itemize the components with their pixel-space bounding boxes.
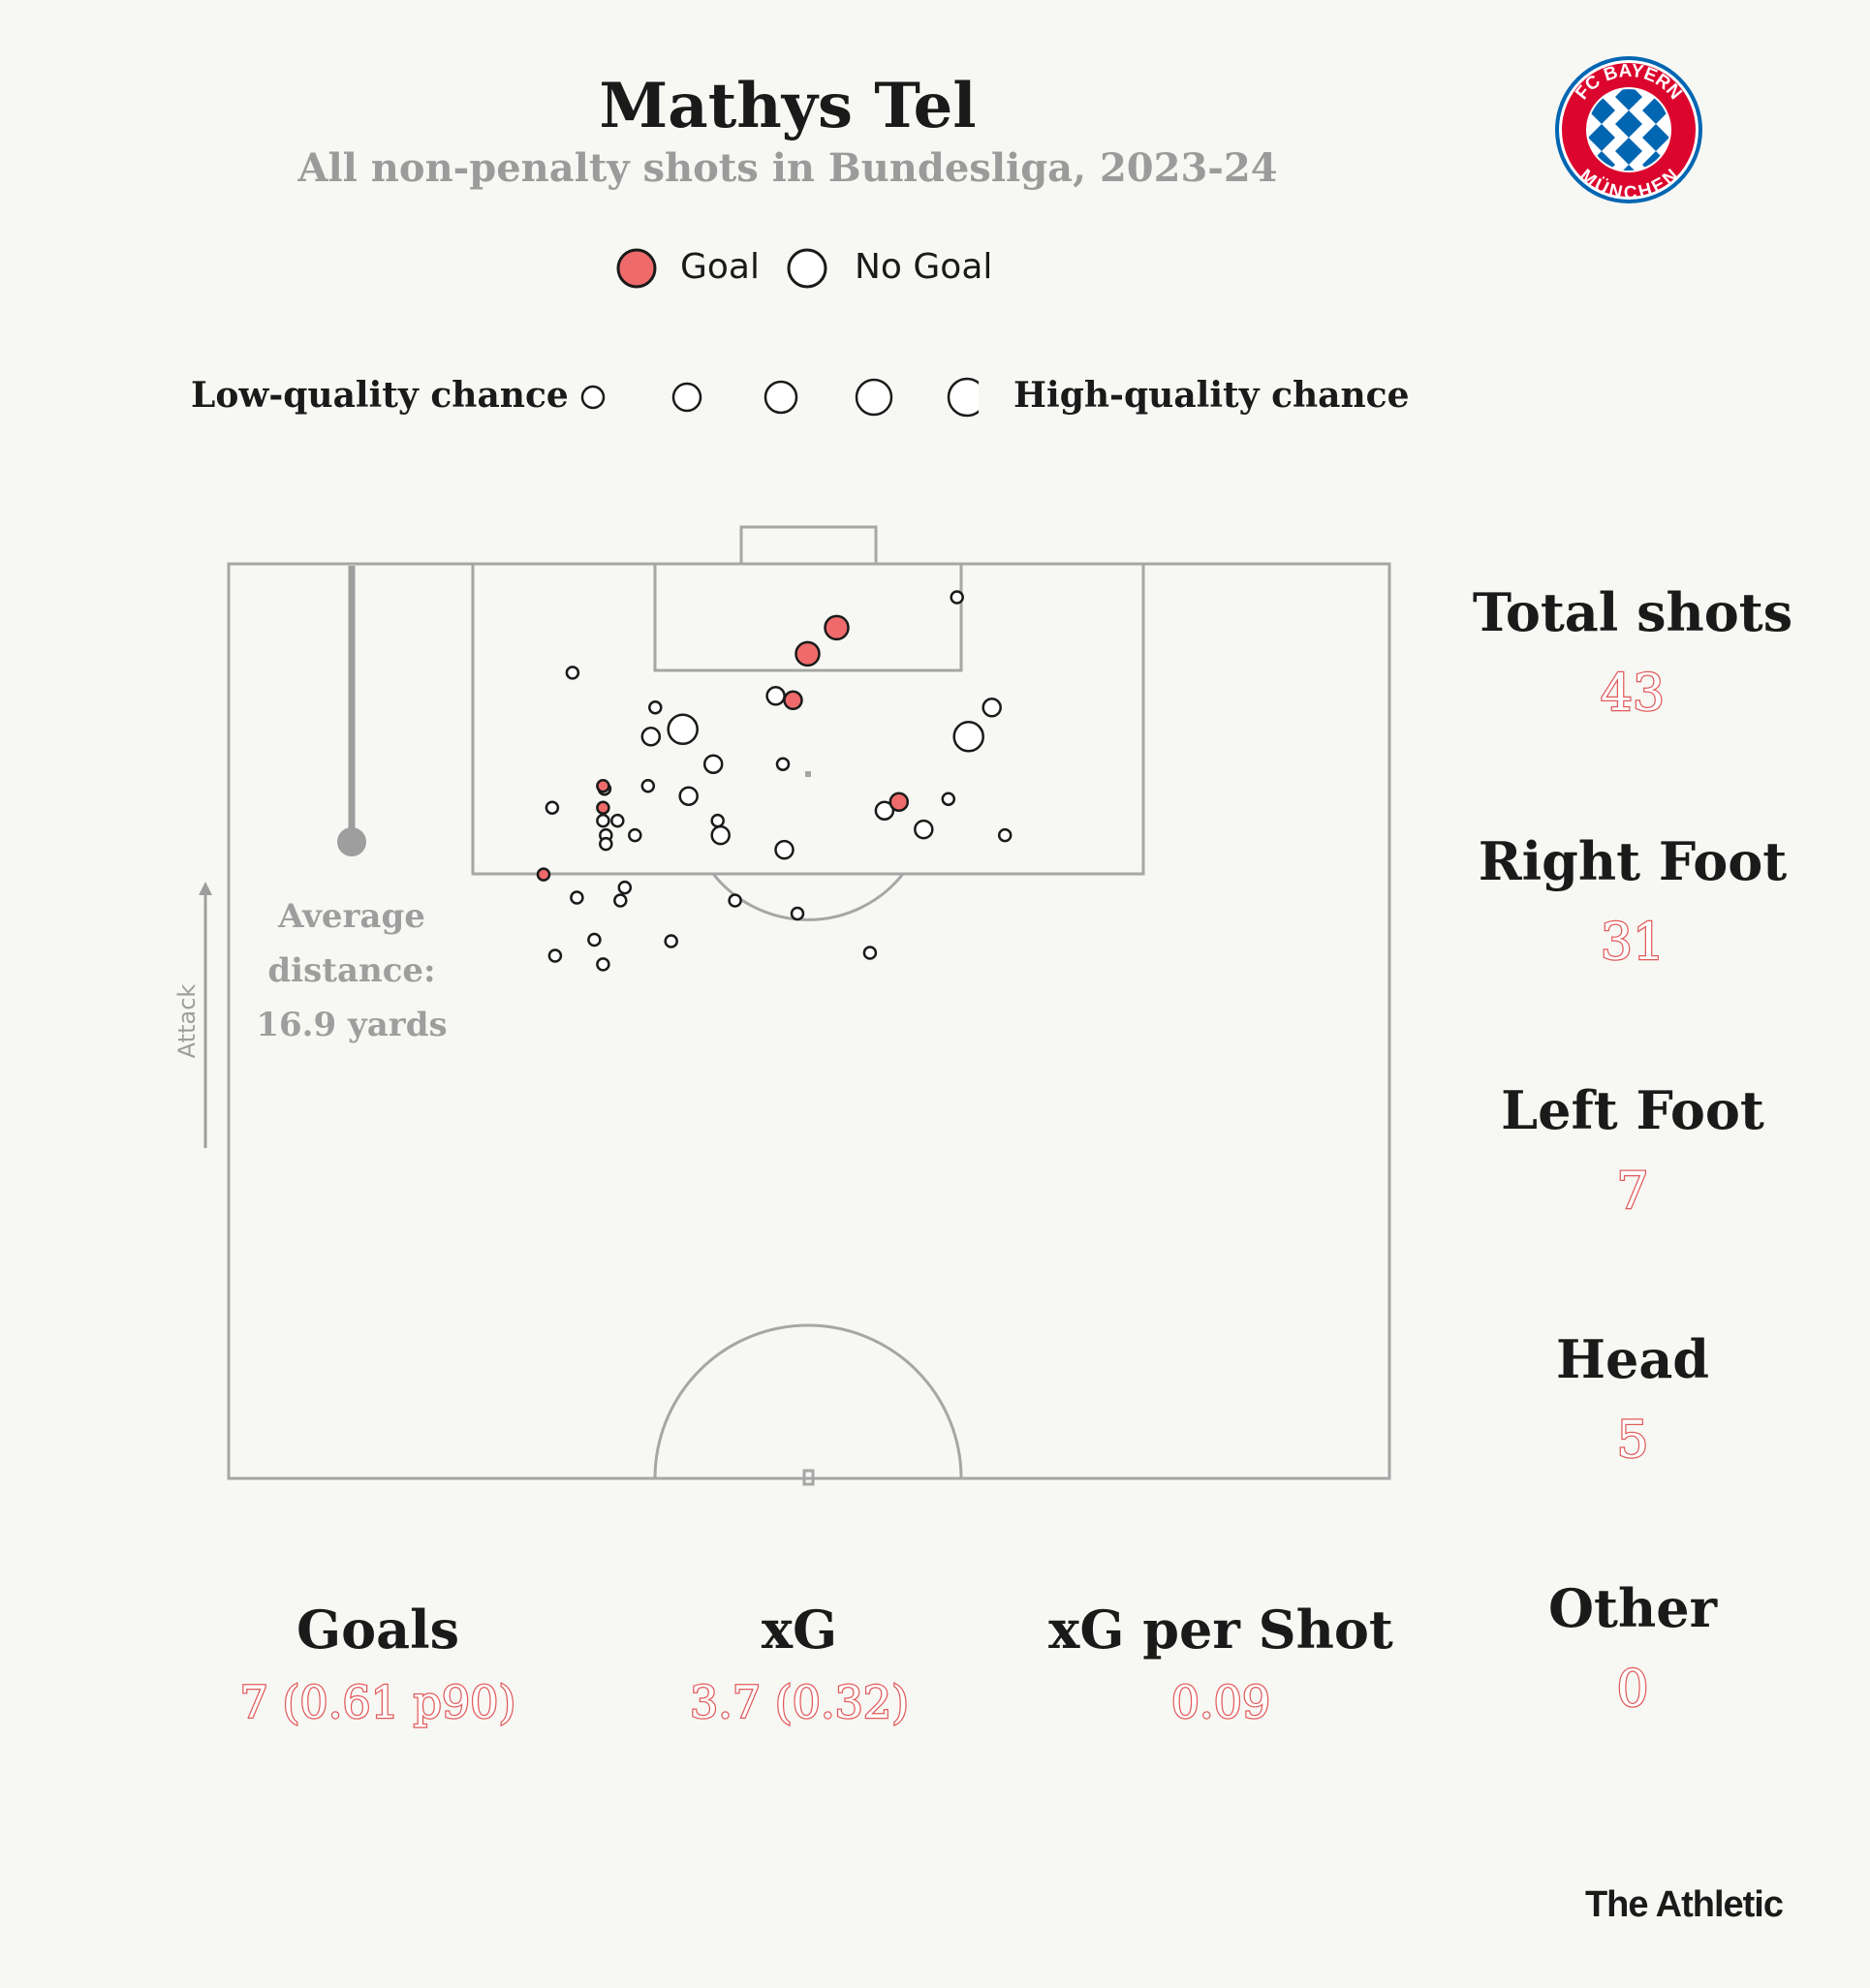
shot-no-goal-marker	[648, 700, 663, 715]
no-goal-legend-marker	[786, 247, 828, 290]
size-scale-2	[671, 382, 702, 413]
shot-no-goal-marker	[941, 792, 956, 806]
shot-no-goal-marker	[678, 786, 699, 806]
penalty-arc	[711, 873, 905, 921]
chart-title: Mathys Tel	[599, 70, 977, 142]
shot-goal-marker	[824, 614, 850, 641]
shot-no-goal-marker	[914, 819, 934, 840]
shot-no-goal-marker	[950, 590, 964, 605]
shot-no-goal-marker	[640, 727, 662, 747]
shot-no-goal-marker	[710, 824, 731, 846]
shot-goal-marker	[888, 792, 910, 812]
shot-no-goal-marker	[599, 836, 613, 852]
stat-xg-per-shot-value: 0.09	[1170, 1675, 1272, 1730]
size-scale-1	[580, 385, 606, 410]
shot-no-goal-marker	[664, 934, 678, 948]
shot-no-goal-marker	[775, 757, 791, 771]
stat-xg-per-shot-label: xG per Shot	[1048, 1599, 1393, 1661]
shot-no-goal-marker	[874, 800, 895, 821]
shot-goal-marker	[783, 690, 803, 711]
average-line-3: 16.9 yards	[256, 1006, 448, 1044]
fc-bayern-logo: FC BAYERN MÜNCHEN	[1553, 54, 1704, 205]
shot-no-goal-marker	[628, 827, 642, 843]
stat-head-label: Head	[1555, 1328, 1710, 1390]
high-quality-label: High-quality chance	[1013, 375, 1410, 416]
shot-no-goal-marker	[596, 813, 610, 828]
center-circle	[653, 1323, 963, 1479]
shot-goal-marker	[596, 778, 610, 793]
shots-layer	[536, 590, 1013, 972]
size-scale-4	[855, 378, 893, 417]
shot-no-goal-marker	[597, 781, 612, 796]
the-athletic-logo: The Athletic	[1584, 1884, 1784, 1925]
stat-goals-label: Goals	[296, 1599, 460, 1661]
goal-legend-marker	[615, 247, 658, 290]
shot-no-goal-marker	[774, 839, 795, 860]
goal	[739, 525, 878, 566]
shot-no-goal-marker	[545, 800, 560, 815]
shot-no-goal-marker	[667, 713, 699, 746]
shot-no-goal-marker	[710, 813, 725, 828]
center-spot	[802, 1469, 815, 1486]
low-quality-label: Low-quality chance	[191, 375, 569, 416]
attack-label: Attack	[173, 983, 201, 1059]
shot-no-goal-marker	[613, 893, 628, 908]
attack-arrow	[194, 882, 223, 1153]
shot-no-goal-marker	[640, 778, 656, 793]
shot-no-goal-marker	[596, 957, 610, 972]
size-scale-3	[764, 380, 798, 415]
stat-goals-value: 7 (0.61 p90)	[238, 1675, 516, 1730]
no-goal-legend-label: No Goal	[855, 247, 993, 287]
shot-no-goal-marker	[728, 893, 742, 908]
stat-total-shots-label: Total shots	[1472, 581, 1793, 643]
stat-other-value: 0	[1615, 1660, 1650, 1721]
average-distance-label: Average distance: 16.9 yards	[225, 889, 479, 1052]
average-line-1: Average	[278, 897, 425, 936]
shot-goal-marker	[795, 640, 821, 668]
stat-xg-label: xG	[761, 1599, 838, 1661]
six-yard-box	[653, 562, 963, 672]
shot-no-goal-marker	[982, 698, 1002, 718]
shot-no-goal-marker	[997, 827, 1013, 843]
shot-goal-marker	[536, 867, 551, 882]
stat-left-foot-value: 7	[1615, 1162, 1650, 1223]
shot-no-goal-marker	[702, 754, 724, 774]
shot-no-goal-marker	[617, 880, 633, 895]
shot-no-goal-marker	[790, 906, 805, 921]
shot-no-goal-marker	[610, 813, 625, 828]
goal-legend-label: Goal	[680, 247, 760, 287]
shot-no-goal-marker	[570, 890, 584, 905]
size-scale-5	[947, 377, 987, 418]
stat-xg-value: 3.7 (0.32)	[689, 1675, 911, 1730]
shot-no-goal-marker	[952, 721, 984, 753]
shot-goal-marker	[596, 800, 610, 815]
chart-subtitle: All non-penalty shots in Bundesliga, 202…	[297, 145, 1278, 191]
shot-no-goal-marker	[599, 827, 613, 843]
stat-other-label: Other	[1547, 1577, 1718, 1639]
penalty-spot	[805, 771, 811, 777]
quality-size-scale	[572, 373, 987, 421]
shot-no-goal-marker	[565, 666, 580, 680]
stat-total-shots-value: 43	[1600, 664, 1667, 725]
average-line-2: distance:	[267, 951, 436, 990]
shot-no-goal-marker	[765, 686, 786, 706]
average-distance-dot	[337, 827, 366, 856]
stat-head-value: 5	[1615, 1411, 1650, 1472]
stat-right-foot-label: Right Foot	[1478, 830, 1788, 892]
penalty-area	[471, 562, 1145, 876]
stat-right-foot-value: 31	[1600, 913, 1667, 974]
stat-left-foot-label: Left Foot	[1501, 1079, 1764, 1141]
shot-no-goal-marker	[587, 932, 602, 947]
shot-no-goal-marker	[862, 946, 878, 960]
shot-no-goal-marker	[547, 948, 563, 963]
